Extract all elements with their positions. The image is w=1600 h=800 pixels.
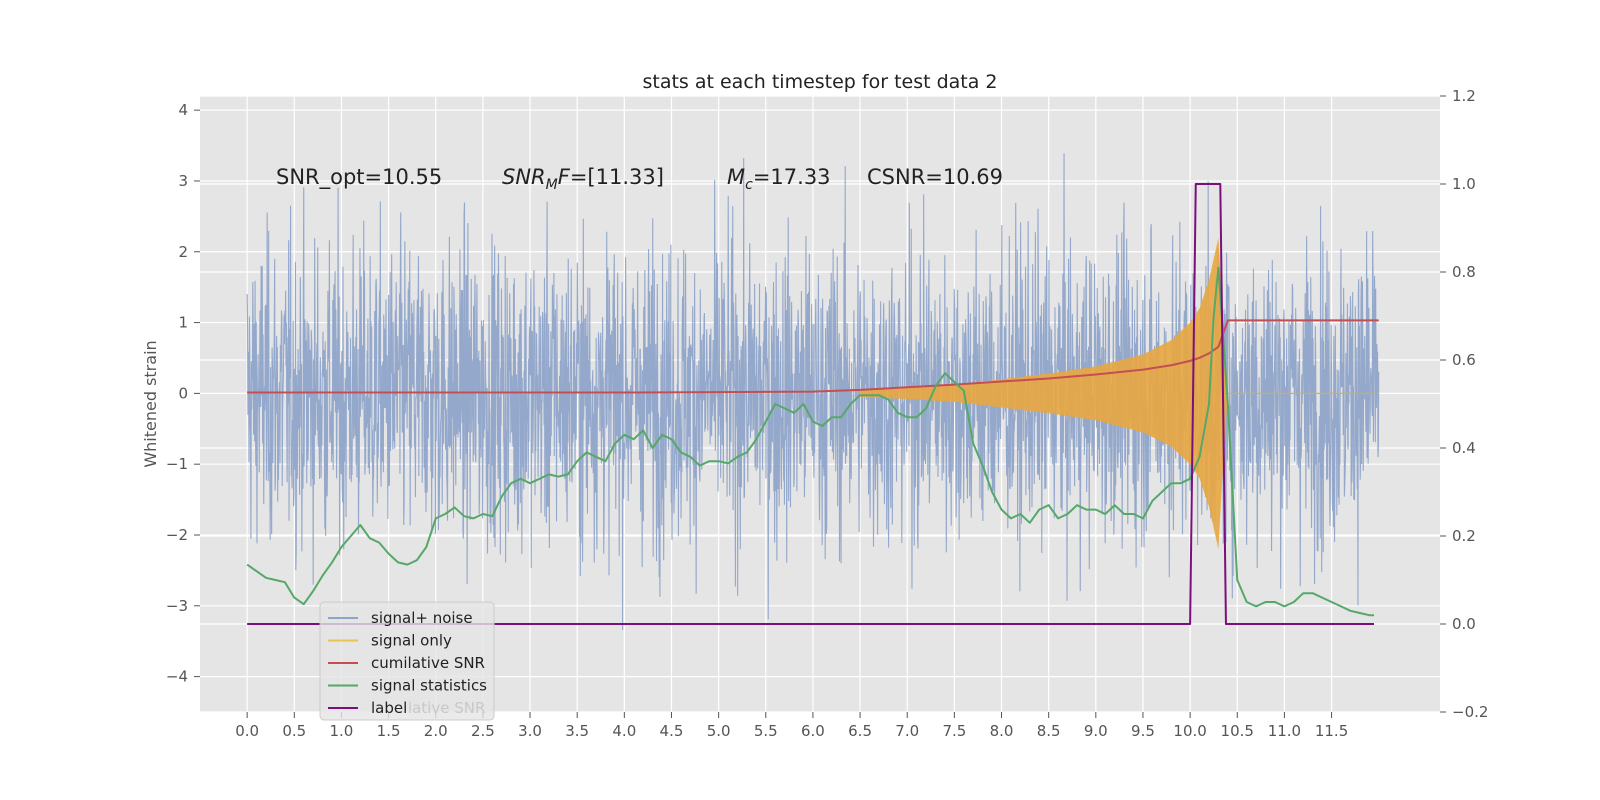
y2-tick-label: 1.2 <box>1452 87 1476 105</box>
annotation-snr-mf: SNRMF=[11.33] <box>502 165 664 193</box>
y-tick-label: −4 <box>166 668 188 686</box>
annotation-mc-prefix: M <box>727 165 745 189</box>
x-tick-label: 2.5 <box>471 722 495 740</box>
x-tick-label: 4.5 <box>660 722 684 740</box>
y-axis-label: Whitened strain <box>141 340 160 467</box>
x-tick-label: 1.0 <box>330 722 354 740</box>
legend-ghost-text: lative SNR <box>408 699 485 717</box>
legend-label: signal statistics <box>371 677 487 695</box>
x-tick-label: 6.5 <box>848 722 872 740</box>
x-tick-label: 9.5 <box>1131 722 1155 740</box>
annotation-mc-sub: c <box>745 177 753 193</box>
legend-label: label <box>371 699 407 717</box>
y2-tick-label: 0.0 <box>1452 615 1476 633</box>
x-tick-label: 10.0 <box>1173 722 1206 740</box>
x-tick-label: 0.0 <box>235 722 259 740</box>
legend-box <box>319 601 495 721</box>
x-tick-label: 4.0 <box>612 722 636 740</box>
x-tick-label: 5.5 <box>754 722 778 740</box>
x-tick-label: 11.0 <box>1268 722 1301 740</box>
x-tick-label: 9.0 <box>1084 722 1108 740</box>
annotation-mc: Mc=17.33 <box>727 165 831 193</box>
x-tick-label: 6.0 <box>801 722 825 740</box>
x-tick-label: 3.5 <box>565 722 589 740</box>
y2-tick-label: 1.0 <box>1452 175 1476 193</box>
signal-noise-series <box>246 153 1380 630</box>
x-tick-label: 0.5 <box>282 722 306 740</box>
signal-only-envelope <box>860 237 1228 550</box>
cumulative-snr-line <box>247 319 1379 394</box>
signal-noise-line <box>246 153 1380 630</box>
legend-entries: signal+ noise signal only cumilative SNR si… <box>328 609 487 717</box>
y-axis-right: 1.2 1.0 0.8 0.6 0.4 0.2 0.0 −0.2 <box>1440 87 1488 721</box>
annotation-snr-opt: SNR_opt=10.55 <box>276 165 442 190</box>
y-tick-label: 1 <box>178 314 188 332</box>
y2-tick-label: 0.6 <box>1452 351 1476 369</box>
x-tick-label: 7.5 <box>942 722 966 740</box>
x-tick-label: 2.0 <box>424 722 448 740</box>
x-tick-label: 7.0 <box>895 722 919 740</box>
legend-label: signal only <box>371 632 452 650</box>
legend-label: signal+ noise <box>371 609 473 627</box>
y-tick-label: −2 <box>166 526 188 544</box>
signal-statistics-line <box>246 266 1374 617</box>
annotation-mc-value: =17.33 <box>753 165 831 189</box>
y-axis-left: 4 3 2 1 0 −1 −2 −3 −4 <box>166 101 200 686</box>
x-tick-label: 11.5 <box>1315 722 1348 740</box>
y2-tick-label: 0.2 <box>1452 527 1476 545</box>
y2-tick-label: 0.8 <box>1452 263 1476 281</box>
y-tick-label: 3 <box>178 172 188 190</box>
y2-tick-label: 0.4 <box>1452 439 1476 457</box>
annotation-snr-mf-value: =[11.33] <box>570 165 664 189</box>
annotation-snr-mf-suffix: F <box>558 165 571 189</box>
x-tick-label: 8.5 <box>1037 722 1061 740</box>
legend-label: cumilative SNR <box>371 654 485 672</box>
x-tick-label: 8.0 <box>990 722 1014 740</box>
x-tick-label: 5.0 <box>707 722 731 740</box>
y-tick-label: 0 <box>178 384 188 402</box>
y2-tick-label: −0.2 <box>1452 703 1488 721</box>
annotation-snr-mf-prefix: SNR <box>502 165 546 189</box>
y-tick-label: −1 <box>166 455 188 473</box>
x-axis: 0.0 0.5 1.0 1.5 2.0 2.5 3.0 3.5 4.0 4.5 5.0 5.5 6.0 6… <box>235 712 1348 740</box>
signal-only-series <box>860 237 1379 550</box>
label-line <box>247 183 1374 625</box>
x-tick-label: 1.5 <box>377 722 401 740</box>
y-tick-label: −3 <box>166 597 188 615</box>
y-tick-label: 2 <box>178 243 188 261</box>
annotation-snr-mf-sub: M <box>546 177 558 193</box>
x-tick-label: 3.0 <box>518 722 542 740</box>
right-axis-series <box>246 183 1379 625</box>
annotation-csnr: CSNR=10.69 <box>867 165 1003 189</box>
legend: lative SNR signal+ noise signal only cumil… <box>319 601 495 721</box>
chart-title: stats at each timestep for test data 2 <box>642 71 997 93</box>
x-tick-label: 10.5 <box>1221 722 1254 740</box>
y-tick-label: 4 <box>178 101 188 119</box>
